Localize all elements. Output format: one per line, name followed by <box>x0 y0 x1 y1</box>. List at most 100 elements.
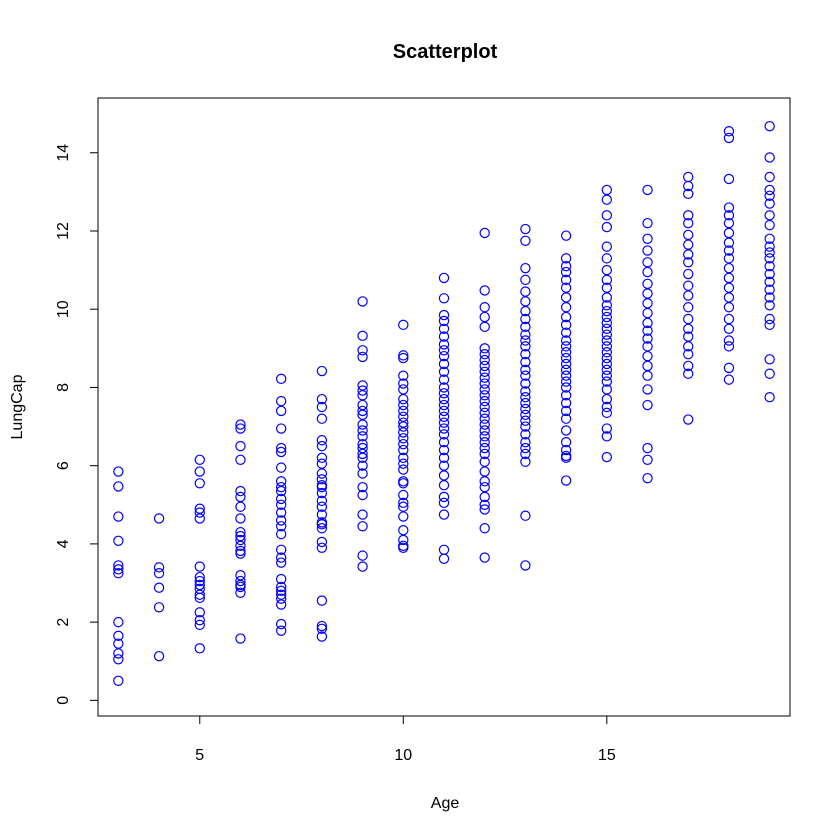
data-point <box>560 230 572 241</box>
data-point <box>438 382 450 393</box>
data-point <box>520 296 531 307</box>
data-point <box>723 202 735 213</box>
data-point <box>235 423 246 434</box>
data-point <box>520 313 531 325</box>
data-point <box>560 413 572 424</box>
data-point <box>438 452 450 464</box>
data-point <box>479 413 490 424</box>
data-point <box>316 501 328 512</box>
data-point <box>560 327 572 338</box>
data-point <box>601 300 613 311</box>
data-point <box>316 595 328 606</box>
data-point <box>683 268 694 280</box>
x-axis: 5 10 15 <box>195 715 616 764</box>
data-point <box>357 330 368 342</box>
data-point <box>560 260 572 272</box>
data-point <box>764 184 775 196</box>
data-point <box>601 393 613 405</box>
data-point <box>479 481 490 493</box>
data-point <box>113 648 124 659</box>
data-point <box>398 384 409 395</box>
data-point <box>479 431 490 442</box>
data-point <box>316 623 328 634</box>
data-point <box>235 633 246 644</box>
data-point <box>275 493 287 505</box>
data-point <box>520 356 531 368</box>
data-point <box>764 253 775 264</box>
data-point <box>560 376 572 387</box>
data-point <box>357 296 368 307</box>
data-point <box>601 329 613 340</box>
data-point <box>723 313 735 325</box>
data-point <box>357 448 368 460</box>
data-point <box>479 227 490 239</box>
data-point <box>235 540 246 552</box>
data-point <box>438 423 450 434</box>
data-point <box>683 239 694 250</box>
data-point <box>723 282 735 293</box>
data-point <box>479 311 490 323</box>
data-point <box>520 321 531 333</box>
data-point <box>764 233 775 245</box>
data-point <box>235 526 246 538</box>
data-point <box>723 335 735 346</box>
data-point <box>642 370 653 381</box>
data-point <box>479 401 490 413</box>
data-point <box>520 329 531 340</box>
data-point <box>438 315 450 327</box>
y-tick-label: 0 <box>55 696 72 705</box>
data-point <box>275 446 287 458</box>
data-point <box>560 437 572 448</box>
data-point <box>398 405 409 417</box>
data-point <box>601 451 613 463</box>
data-point <box>479 285 490 296</box>
data-point <box>275 557 287 568</box>
data-point <box>357 419 368 430</box>
data-point <box>275 521 287 532</box>
data-point <box>438 309 450 321</box>
data-point <box>275 499 287 510</box>
data-point <box>642 288 653 299</box>
data-point <box>357 489 368 501</box>
data-point <box>601 264 613 276</box>
data-point <box>764 276 775 288</box>
data-point <box>398 444 409 456</box>
data-point <box>601 423 613 434</box>
data-point <box>316 536 328 548</box>
data-point <box>479 395 490 407</box>
data-point <box>316 631 328 642</box>
data-point <box>723 227 735 239</box>
data-point <box>438 323 450 334</box>
data-point <box>520 364 531 376</box>
data-point <box>723 126 735 137</box>
data-point <box>764 190 775 201</box>
data-point <box>520 560 531 571</box>
data-point <box>520 370 531 381</box>
data-point <box>438 491 450 503</box>
data-point <box>601 347 613 358</box>
data-point <box>479 360 490 372</box>
data-point <box>194 513 205 524</box>
data-point <box>520 510 531 521</box>
data-point <box>438 366 450 377</box>
data-point <box>764 284 775 295</box>
data-point <box>683 280 694 291</box>
data-point <box>398 370 409 381</box>
data-point <box>438 339 450 350</box>
data-point <box>764 292 775 303</box>
data-point <box>723 302 735 313</box>
data-point <box>275 618 287 630</box>
data-point <box>764 354 775 365</box>
data-point <box>113 654 124 665</box>
data-point <box>316 435 328 446</box>
data-point <box>642 360 653 372</box>
data-point <box>194 592 205 604</box>
data-point <box>520 235 531 246</box>
data-point <box>113 560 124 571</box>
data-point <box>560 452 572 464</box>
data-point <box>601 292 613 303</box>
data-point <box>560 352 572 364</box>
data-point <box>642 307 653 319</box>
data-point <box>235 581 246 593</box>
data-point <box>642 278 653 289</box>
